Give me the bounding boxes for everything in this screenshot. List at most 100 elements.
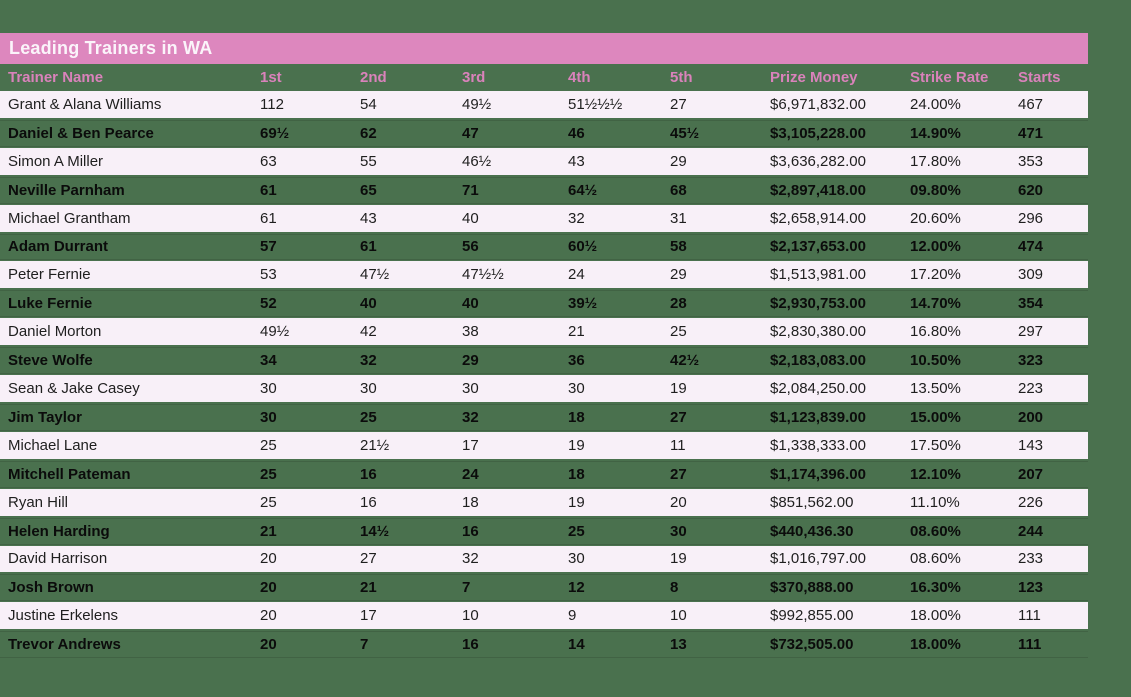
cell-strike-rate: 10.50% bbox=[910, 352, 961, 370]
cell-1st: 25 bbox=[260, 493, 277, 511]
cell-4th: 43 bbox=[568, 152, 585, 170]
cell-2nd: 43 bbox=[360, 209, 377, 227]
cell-2nd: 30 bbox=[360, 380, 377, 398]
cell-2nd: 17 bbox=[360, 607, 377, 625]
cell-5th: 19 bbox=[670, 550, 687, 568]
cell-starts: 467 bbox=[1018, 95, 1044, 113]
cell-4th: 30 bbox=[568, 380, 585, 398]
table-row: Mitchell Pateman 25 16 24 18 27 $1,174,396.00 1… bbox=[0, 461, 1088, 488]
cell-1st: 34 bbox=[260, 352, 277, 370]
cell-4th: 30 bbox=[568, 550, 585, 568]
cell-trainer-name: Trevor Andrews bbox=[8, 636, 121, 654]
table-row: Sean & Jake Casey 30 30 30 30 19 $2,084,250.00… bbox=[0, 374, 1088, 404]
table-row: Michael Grantham 61 43 40 32 31 $2,658,914.00 2… bbox=[0, 204, 1088, 234]
cell-trainer-name: Michael Lane bbox=[8, 436, 98, 454]
cell-4th: 21 bbox=[568, 323, 585, 341]
cell-prize-money: $2,897,418.00 bbox=[770, 181, 866, 199]
table-header-row: Trainer Name 1st 2nd 3rd 4th 5th Prize M… bbox=[0, 64, 1088, 90]
cell-5th: 29 bbox=[670, 152, 687, 170]
cell-3rd: 56 bbox=[462, 238, 479, 256]
cell-4th: 64½ bbox=[568, 181, 598, 199]
cell-3rd: 30 bbox=[462, 380, 479, 398]
cell-2nd: 47½ bbox=[360, 266, 390, 284]
cell-starts: 296 bbox=[1018, 209, 1044, 227]
cell-strike-rate: 09.80% bbox=[910, 181, 961, 199]
cell-strike-rate: 16.80% bbox=[910, 323, 961, 341]
cell-3rd: 16 bbox=[462, 522, 479, 540]
cell-starts: 111 bbox=[1018, 607, 1041, 625]
cell-prize-money: $1,016,797.00 bbox=[770, 550, 866, 568]
cell-1st: 63 bbox=[260, 152, 277, 170]
cell-prize-money: $2,137,653.00 bbox=[770, 238, 866, 256]
cell-5th: 10 bbox=[670, 607, 687, 625]
table-row: David Harrison 20 27 32 30 19 $1,016,797.00 08.… bbox=[0, 545, 1088, 575]
cell-strike-rate: 08.60% bbox=[910, 522, 961, 540]
cell-starts: 111 bbox=[1018, 636, 1042, 654]
table-row: Simon A Miller 63 55 46½ 43 29 $3,636,282.00 17… bbox=[0, 147, 1088, 177]
cell-4th: 39½ bbox=[568, 295, 598, 313]
cell-1st: 20 bbox=[260, 550, 277, 568]
cell-4th: 36 bbox=[568, 352, 585, 370]
cell-trainer-name: Jim Taylor bbox=[8, 408, 82, 426]
cell-strike-rate: 15.00% bbox=[910, 408, 961, 426]
cell-starts: 474 bbox=[1018, 238, 1044, 256]
cell-starts: 353 bbox=[1018, 152, 1044, 170]
cell-1st: 57 bbox=[260, 238, 277, 256]
cell-1st: 20 bbox=[260, 636, 277, 654]
cell-trainer-name: Helen Harding bbox=[8, 522, 110, 540]
cell-strike-rate: 18.00% bbox=[910, 636, 961, 654]
cell-trainer-name: Justine Erkelens bbox=[8, 607, 119, 625]
cell-5th: 27 bbox=[670, 465, 687, 483]
cell-5th: 29 bbox=[670, 266, 687, 284]
cell-strike-rate: 24.00% bbox=[910, 95, 961, 113]
cell-1st: 52 bbox=[260, 295, 277, 313]
cell-5th: 27 bbox=[670, 95, 687, 113]
cell-strike-rate: 13.50% bbox=[910, 380, 961, 398]
table-row: Daniel Morton 49½ 42 38 21 25 $2,830,380.00 16.… bbox=[0, 317, 1088, 347]
cell-5th: 45½ bbox=[670, 124, 700, 142]
cell-3rd: 49½ bbox=[462, 95, 492, 113]
cell-4th: 18 bbox=[568, 408, 585, 426]
cell-2nd: 55 bbox=[360, 152, 377, 170]
cell-2nd: 61 bbox=[360, 238, 377, 256]
cell-starts: 297 bbox=[1018, 323, 1044, 341]
cell-trainer-name: Sean & Jake Casey bbox=[8, 380, 140, 398]
cell-strike-rate: 08.60% bbox=[910, 550, 961, 568]
cell-5th: 28 bbox=[670, 295, 687, 313]
table-row: Steve Wolfe 34 32 29 36 42½ $2,183,083.00 10.50… bbox=[0, 347, 1088, 374]
table-row: Daniel & Ben Pearce 69½ 62 47 46 45½ $3,105,22… bbox=[0, 120, 1088, 147]
cell-3rd: 17 bbox=[462, 436, 479, 454]
cell-3rd: 71 bbox=[462, 181, 479, 199]
cell-5th: 11 bbox=[670, 436, 686, 454]
cell-2nd: 65 bbox=[360, 181, 377, 199]
cell-5th: 20 bbox=[670, 493, 687, 511]
cell-starts: 309 bbox=[1018, 266, 1044, 284]
cell-trainer-name: Neville Parnham bbox=[8, 181, 125, 199]
cell-4th: 51½½½ bbox=[568, 95, 623, 113]
cell-1st: 112 bbox=[260, 95, 284, 113]
cell-2nd: 62 bbox=[360, 124, 377, 142]
cell-prize-money: $6,971,832.00 bbox=[770, 95, 866, 113]
cell-2nd: 25 bbox=[360, 408, 377, 426]
cell-prize-money: $1,174,396.00 bbox=[770, 465, 866, 483]
cell-trainer-name: Luke Fernie bbox=[8, 295, 93, 313]
column-header-trainer-name: Trainer Name bbox=[8, 68, 104, 86]
cell-prize-money: $732,505.00 bbox=[770, 636, 854, 654]
cell-5th: 8 bbox=[670, 579, 679, 597]
cell-starts: 323 bbox=[1018, 352, 1044, 370]
cell-starts: 200 bbox=[1018, 408, 1044, 426]
column-header-1st: 1st bbox=[260, 68, 282, 86]
cell-5th: 13 bbox=[670, 636, 687, 654]
cell-5th: 27 bbox=[670, 408, 687, 426]
cell-3rd: 47½½ bbox=[462, 266, 504, 284]
cell-2nd: 27 bbox=[360, 550, 377, 568]
column-header-3rd: 3rd bbox=[462, 68, 486, 86]
cell-2nd: 21 bbox=[360, 579, 377, 597]
cell-trainer-name: Ryan Hill bbox=[8, 493, 69, 511]
cell-4th: 19 bbox=[568, 493, 585, 511]
table-title-bar: Leading Trainers in WA bbox=[0, 33, 1088, 64]
cell-4th: 24 bbox=[568, 266, 585, 284]
cell-3rd: 40 bbox=[462, 295, 479, 313]
cell-trainer-name: Josh Brown bbox=[8, 579, 94, 597]
cell-5th: 68 bbox=[670, 181, 687, 199]
